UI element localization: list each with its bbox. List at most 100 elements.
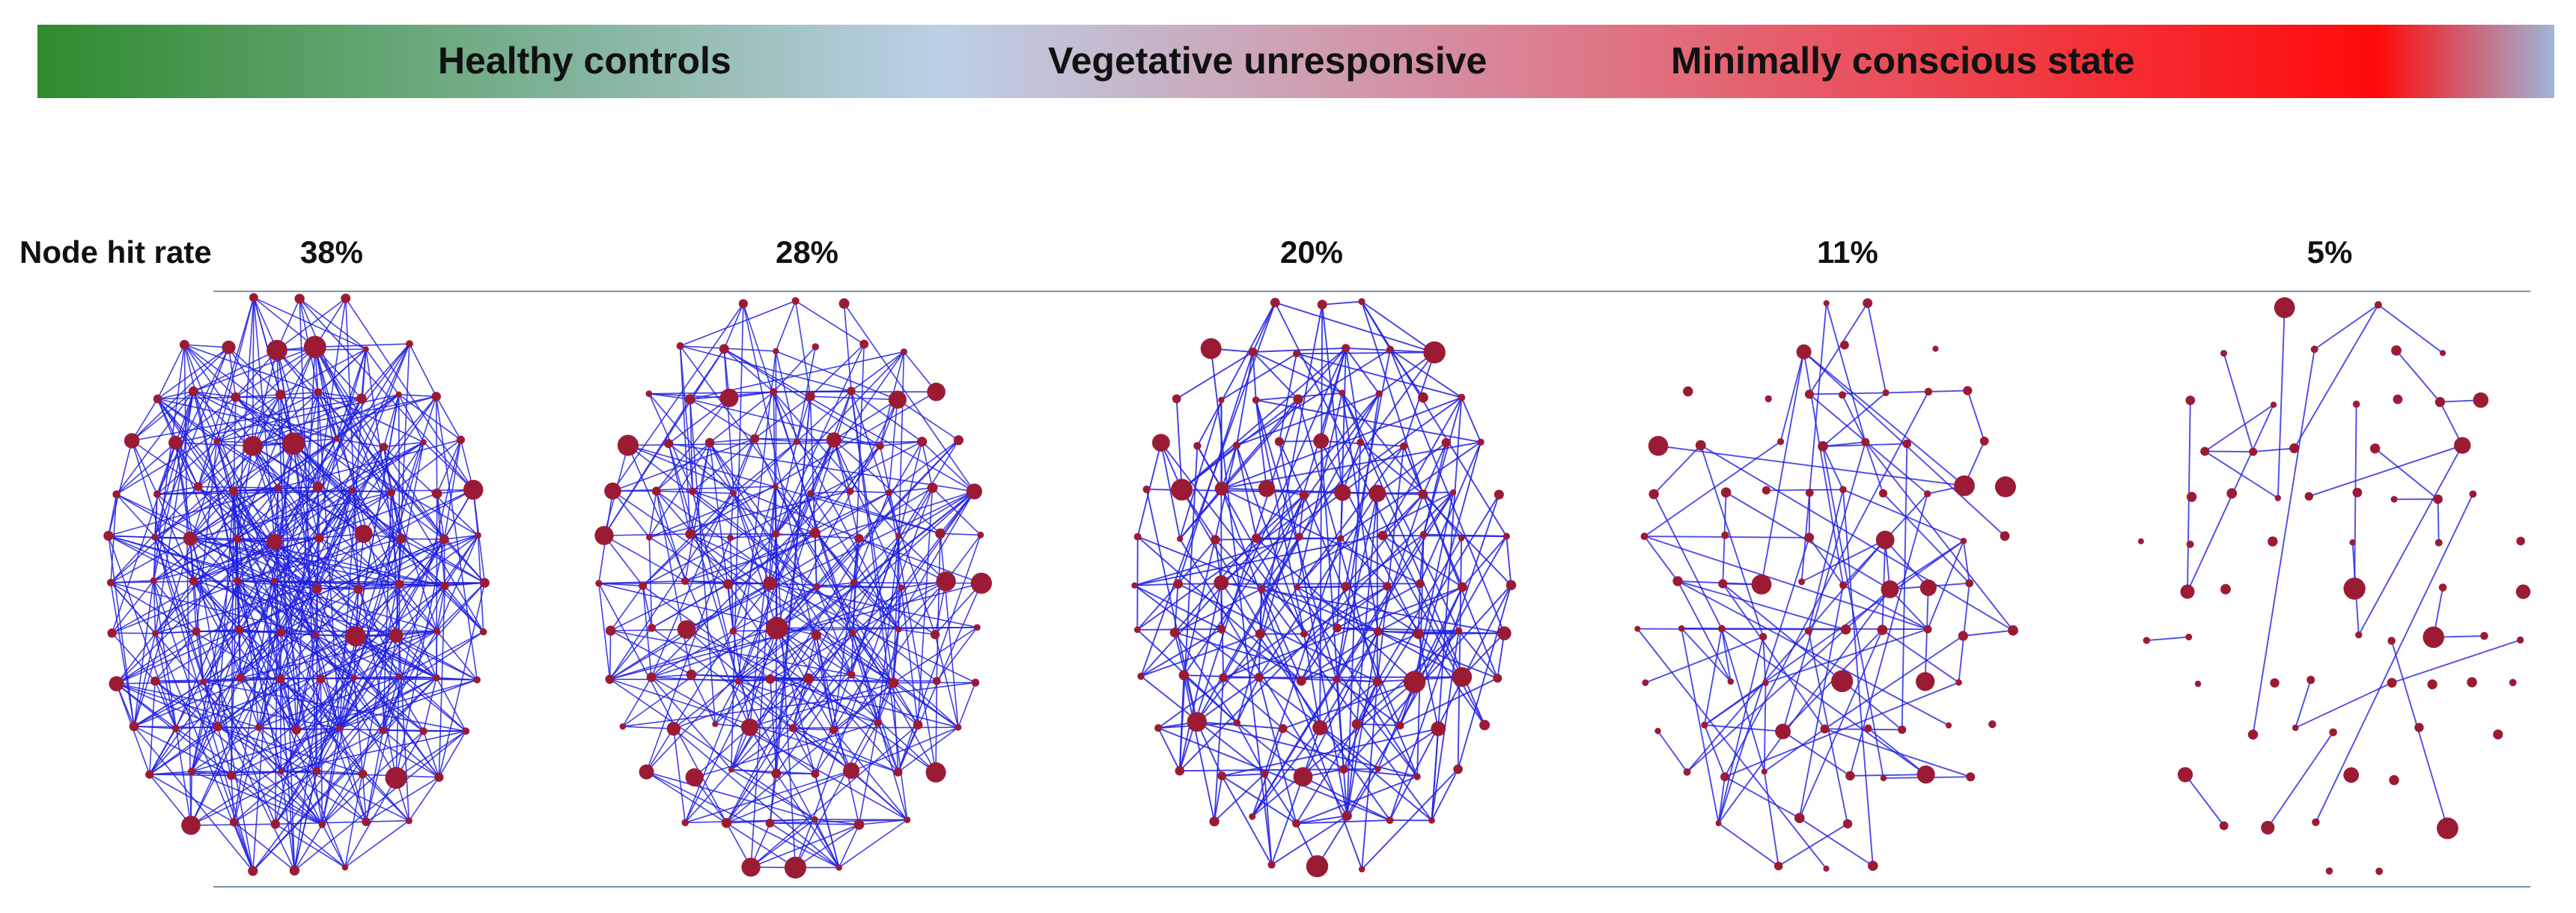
network-edge [231,677,355,777]
network-edge [733,493,817,636]
network-edge [1700,444,2014,631]
network-edge [436,631,438,678]
network-node [1341,581,1351,592]
network-edge [153,580,156,634]
network-edge [253,297,316,348]
network-edge [1222,677,1284,730]
network-node [1678,625,1685,632]
network-edge [231,775,235,822]
network-node [930,630,940,640]
network-edge [1177,351,1254,584]
network-edge [1157,533,1425,729]
network-node [1965,579,1974,588]
network-node [791,297,800,305]
network-node [2306,676,2315,685]
network-edge [435,396,438,494]
network-edge [296,679,478,731]
network-node [362,817,371,826]
network-edge [2267,732,2334,828]
network-edge [775,533,797,868]
network-node [341,294,351,303]
network-edge [154,680,219,727]
network-node [353,584,363,595]
network-edge [280,771,296,871]
network-edge [198,486,384,731]
network-edge [1822,446,1844,491]
network-node [1960,538,1967,545]
network-edge [858,722,879,825]
network-node [772,483,779,490]
network-edge [157,347,229,400]
network-edge [2315,494,2474,823]
network-edge [1704,724,1726,777]
network-node [812,816,818,823]
network-node [2467,677,2477,688]
network-edge [684,533,777,582]
network-edge [1236,348,1347,724]
network-node [936,571,956,592]
network-edge [598,583,611,679]
network-edge [1399,677,1498,727]
network-node [314,388,323,397]
network-edge [193,349,278,392]
network-edge [156,347,230,495]
network-node [811,769,820,778]
network-edge [1881,629,1960,683]
network-edge [235,350,278,398]
network-edge [680,300,796,347]
network-node [2220,583,2231,595]
network-edge [1636,628,1827,870]
network-node [463,479,484,500]
network-edge [651,676,732,771]
network-edge [957,682,976,728]
network-edge [725,682,894,824]
network-edge [776,627,852,676]
network-node [1358,866,1365,873]
network-node [1175,765,1185,776]
network-edge [1809,392,1887,395]
network-node [2374,301,2382,309]
network-edge [133,633,156,727]
network-edge [1282,681,1415,730]
network-edge [153,537,320,581]
network-edge [355,635,437,679]
network-edge [1252,681,1416,817]
network-edge [622,726,674,730]
network-edge [314,346,362,399]
network-node [2137,538,2144,545]
network-edge [1761,351,1805,585]
network-edge [217,726,363,775]
network-edge [398,394,424,443]
network-edge [131,440,158,495]
network-edge [1345,586,1419,634]
network-node [291,725,302,735]
network-edge [108,536,177,729]
network-node [1683,386,1693,397]
network-node [2249,447,2258,456]
network-edge [709,442,777,535]
network-edge [843,303,975,492]
network-edge [725,491,975,824]
network-node [1727,678,1735,685]
network-edge [1255,494,1305,539]
network-edge [237,580,282,634]
network-edges [1636,303,2014,870]
network-edge [897,398,959,441]
network-node [1898,725,1907,734]
network-node [1306,855,1329,878]
network-node [1403,670,1426,694]
network-node [807,490,814,497]
network-edge [770,678,959,728]
network-node [1383,582,1392,591]
network-node [2355,631,2363,639]
network-node [1317,300,1327,310]
network-edge [809,343,865,397]
network-edge [1850,774,1926,777]
network-edge [1221,396,1462,490]
network-node [2438,583,2447,592]
network-node [681,819,689,827]
network-edge [390,492,438,631]
network-node [2274,297,2295,318]
network-edge [776,439,835,535]
network-node [1718,579,1728,589]
